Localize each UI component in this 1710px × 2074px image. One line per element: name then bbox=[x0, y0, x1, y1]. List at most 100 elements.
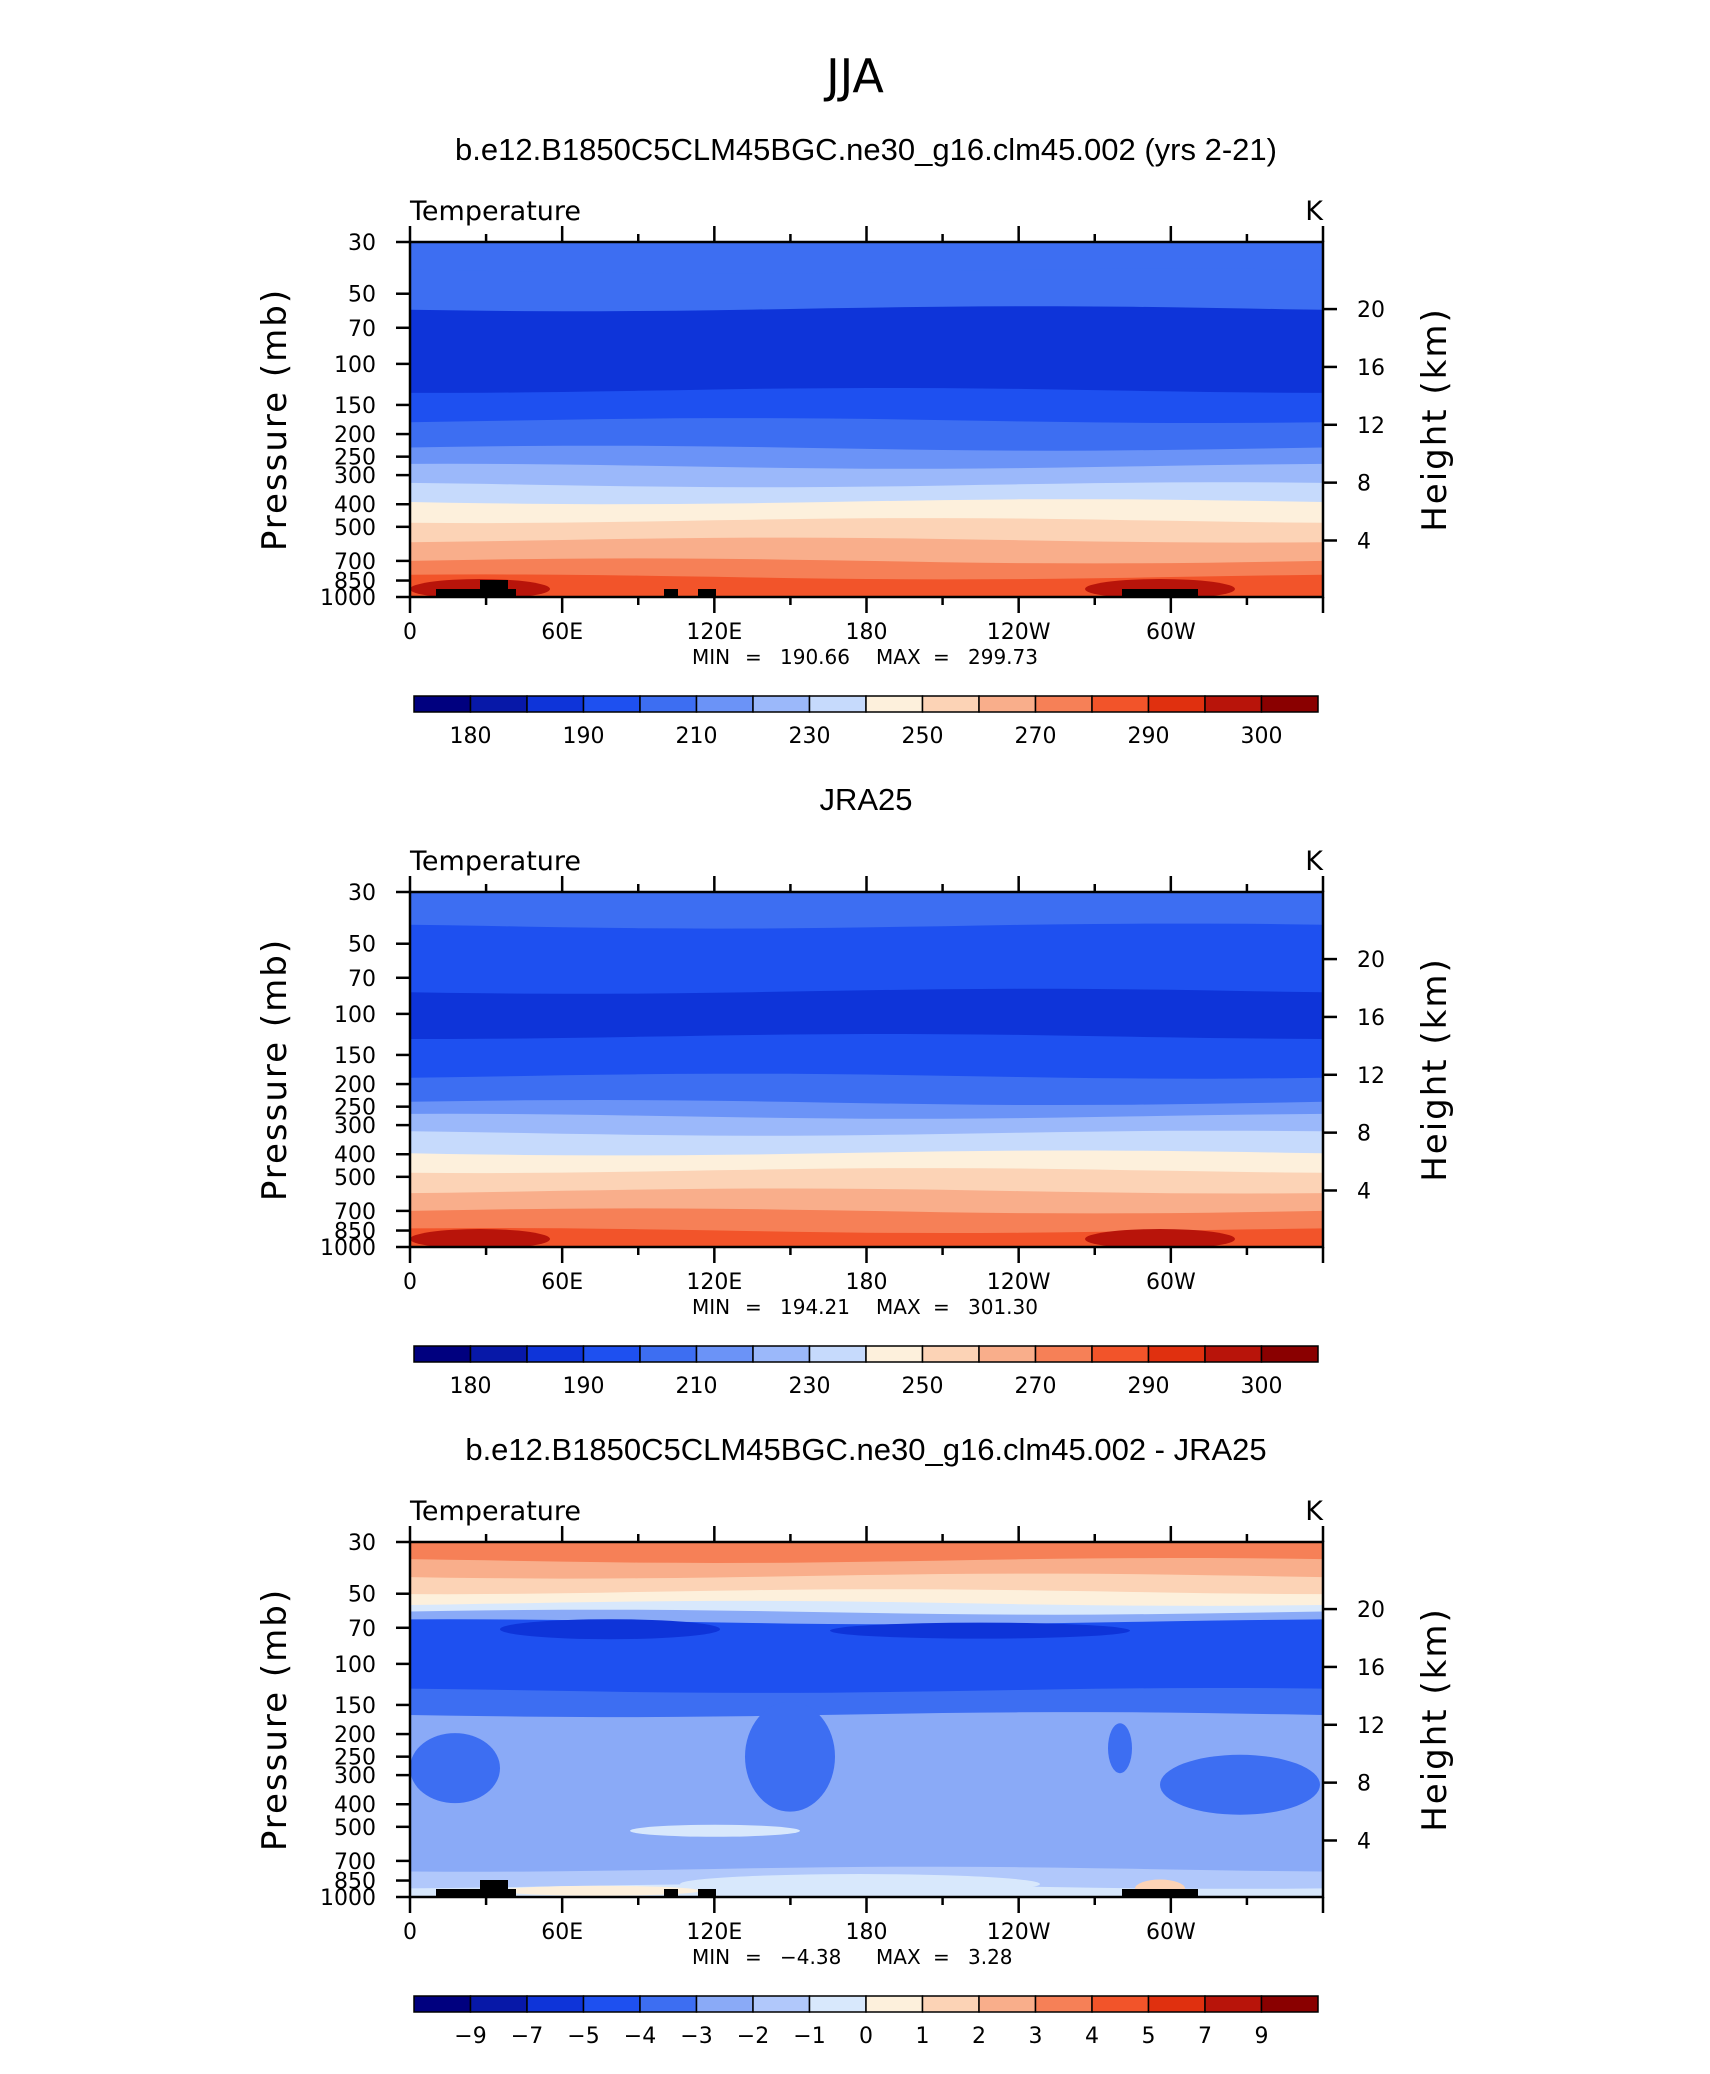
colorbar-swatch bbox=[921, 1995, 980, 2013]
contour-band bbox=[410, 537, 1323, 564]
colorbar-swatch bbox=[695, 1995, 754, 2013]
y-axis-title: Pressure (mb) bbox=[255, 288, 295, 551]
max-value: 301.30 bbox=[968, 1295, 1038, 1319]
contour-band bbox=[410, 1688, 1323, 1718]
colorbar-label: 4 bbox=[1085, 2024, 1099, 2049]
contour-band bbox=[410, 1150, 1323, 1174]
colorbar-label: 270 bbox=[1015, 1374, 1057, 1399]
colorbar-swatch bbox=[865, 1345, 924, 1363]
y-tick-label: 100 bbox=[334, 1003, 376, 1028]
max-label: MAX bbox=[876, 1945, 921, 1969]
colorbar-label: −9 bbox=[454, 2024, 486, 2049]
y-tick-label: 50 bbox=[348, 283, 376, 308]
min-equals: = bbox=[745, 1295, 762, 1319]
colorbar-label: 210 bbox=[676, 1374, 718, 1399]
y-axis-right-title: Height (km) bbox=[1415, 957, 1455, 1182]
max-value: 3.28 bbox=[968, 1945, 1013, 1969]
y-tick-label: 50 bbox=[348, 933, 376, 958]
y-tick-label: 100 bbox=[334, 1653, 376, 1678]
contour-band bbox=[410, 1073, 1323, 1106]
min-label: MIN bbox=[692, 1945, 730, 1969]
min-value: 190.66 bbox=[780, 645, 850, 669]
colorbar: 180 190 210 230 250 270 290 300 bbox=[413, 1345, 1319, 1399]
panel-1: b.e12.B1850C5CLM45BGC.ne30_g16.clm45.002… bbox=[255, 132, 1455, 749]
colorbar-swatch bbox=[752, 1345, 811, 1363]
colorbar-swatch bbox=[1091, 695, 1150, 713]
plot-area bbox=[410, 892, 1323, 1247]
y-tick-label: 70 bbox=[348, 317, 376, 342]
y-tick-label: 300 bbox=[334, 1764, 376, 1789]
y-tick-label: 400 bbox=[334, 1143, 376, 1168]
colorbar-label: −2 bbox=[737, 2024, 769, 2049]
colorbar-swatch bbox=[808, 1345, 867, 1363]
colorbar-swatch bbox=[582, 1345, 641, 1363]
contour-band bbox=[410, 268, 1323, 312]
topography bbox=[698, 1889, 716, 1897]
variable-label: Temperature bbox=[409, 846, 581, 877]
y-tick-label: 500 bbox=[334, 1166, 376, 1191]
y-axis-right-title: Height (km) bbox=[1415, 1607, 1455, 1832]
colorbar-label: 2 bbox=[972, 2024, 986, 2049]
colorbar-label: 190 bbox=[563, 1374, 605, 1399]
colorbar-swatch bbox=[978, 695, 1037, 713]
colorbar-swatch bbox=[808, 1995, 867, 2013]
contour-region bbox=[745, 1701, 835, 1812]
x-tick-label: 120W bbox=[987, 1270, 1051, 1295]
y-tick-label: 1000 bbox=[320, 1236, 376, 1261]
colorbar-swatch bbox=[413, 695, 472, 713]
max-equals: = bbox=[933, 1295, 950, 1319]
topography bbox=[436, 1889, 486, 1897]
colorbar-label: 180 bbox=[450, 724, 492, 749]
colorbar-swatch bbox=[639, 695, 698, 713]
colorbar-label: −4 bbox=[624, 2024, 656, 2049]
min-label: MIN bbox=[692, 645, 730, 669]
colorbar-swatch bbox=[413, 1345, 472, 1363]
colorbar-label: 0 bbox=[859, 2024, 873, 2049]
contour-region bbox=[1085, 1229, 1235, 1247]
colorbar-label: 300 bbox=[1241, 1374, 1283, 1399]
colorbar-swatch bbox=[469, 1345, 528, 1363]
colorbar-swatch bbox=[469, 695, 528, 713]
colorbar: −9 −7 −5 −4 −3 −2 −1 0 1 2 3 4 5 7 9 bbox=[413, 1995, 1319, 2049]
y-right-tick-label: 8 bbox=[1357, 1772, 1371, 1797]
units-label: K bbox=[1305, 196, 1324, 227]
colorbar-swatch bbox=[1034, 1995, 1093, 2013]
contour-band bbox=[410, 1188, 1323, 1214]
topography bbox=[436, 589, 486, 597]
colorbar-swatch bbox=[582, 1995, 641, 2013]
x-tick-label: 60E bbox=[541, 620, 583, 645]
contour-region bbox=[500, 1885, 700, 1896]
y-tick-label: 70 bbox=[348, 967, 376, 992]
y-tick-label: 250 bbox=[334, 1746, 376, 1771]
colorbar-label: 250 bbox=[902, 724, 944, 749]
colorbar-swatch bbox=[1204, 1995, 1263, 2013]
topography bbox=[508, 589, 516, 597]
y-tick-label: 850 bbox=[334, 1220, 376, 1245]
x-tick-label: 120E bbox=[686, 1270, 742, 1295]
colorbar-swatch bbox=[1260, 1995, 1319, 2013]
topography bbox=[480, 580, 508, 597]
y-right-tick-label: 20 bbox=[1357, 1598, 1385, 1623]
y-tick-label: 1000 bbox=[320, 586, 376, 611]
colorbar-swatch bbox=[978, 1995, 1037, 2013]
x-tick-label: 0 bbox=[403, 1920, 417, 1945]
colorbar-swatch bbox=[639, 1345, 698, 1363]
y-right-tick-label: 12 bbox=[1357, 414, 1385, 439]
plot-area bbox=[410, 1542, 1323, 1897]
y-tick-label: 150 bbox=[334, 1694, 376, 1719]
y-right-tick-label: 16 bbox=[1357, 1656, 1385, 1681]
contour-region bbox=[500, 1619, 720, 1640]
min-value: −4.38 bbox=[780, 1945, 841, 1969]
topography bbox=[480, 1880, 508, 1897]
x-tick-label: 120E bbox=[686, 620, 742, 645]
colorbar-swatch bbox=[1091, 1345, 1150, 1363]
contour-band bbox=[410, 445, 1323, 470]
y-tick-label: 250 bbox=[334, 446, 376, 471]
colorbar-label: −1 bbox=[793, 2024, 825, 2049]
y-tick-label: 700 bbox=[334, 550, 376, 575]
colorbar-swatch bbox=[921, 695, 980, 713]
contour-band bbox=[410, 463, 1323, 488]
variable-label: Temperature bbox=[409, 196, 581, 227]
colorbar-label: 7 bbox=[1198, 2024, 1212, 2049]
